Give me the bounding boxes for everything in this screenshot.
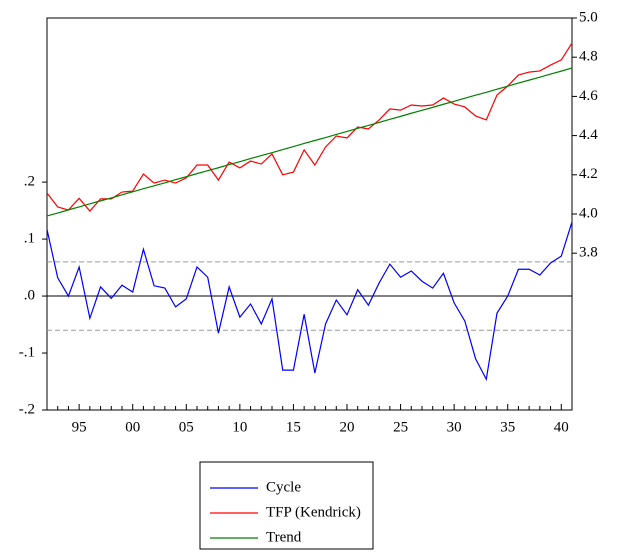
y2-tick-label: 4.4: [579, 127, 598, 143]
y-tick-label: -.1: [19, 344, 35, 360]
x-tick-label: 95: [72, 419, 87, 435]
x-tick-label: 15: [286, 419, 301, 435]
x-tick-label: 40: [554, 419, 569, 435]
x-tick-label: 20: [340, 419, 355, 435]
x-tick-label: 25: [393, 419, 408, 435]
legend-box: [199, 461, 374, 550]
series-line: [46, 67, 573, 217]
y-tick-label: .1: [24, 231, 35, 247]
y2-tick-label: 4.0: [579, 205, 598, 221]
series-line: [46, 221, 573, 382]
x-tick-label: 30: [447, 419, 462, 435]
y-tick-label: -.2: [19, 401, 35, 417]
plot-frame: [46, 17, 573, 411]
legend-label: TFP (Kendrick): [266, 504, 361, 520]
y2-tick-label: 4.8: [579, 49, 598, 65]
x-tick-label: 00: [125, 419, 140, 435]
legend-label: Trend: [266, 529, 302, 545]
y-tick-label: .0: [24, 287, 35, 303]
y2-tick-label: 3.8: [579, 245, 598, 261]
series-line: [46, 42, 573, 212]
y2-tick-label: 4.2: [579, 166, 598, 182]
x-tick-label: 10: [232, 419, 247, 435]
y2-tick-label: 4.6: [579, 88, 598, 104]
legend-label: Cycle: [266, 479, 301, 495]
y-tick-label: .2: [24, 174, 35, 190]
x-tick-label: 35: [500, 419, 515, 435]
y2-tick-label: 5.0: [579, 9, 598, 25]
x-tick-label: 05: [179, 419, 194, 435]
